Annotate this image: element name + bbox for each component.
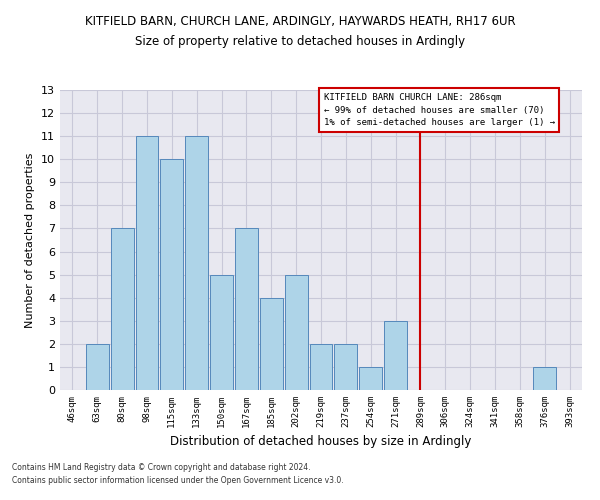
Text: KITFIELD BARN, CHURCH LANE, ARDINGLY, HAYWARDS HEATH, RH17 6UR: KITFIELD BARN, CHURCH LANE, ARDINGLY, HA… bbox=[85, 15, 515, 28]
Text: KITFIELD BARN CHURCH LANE: 286sqm
← 99% of detached houses are smaller (70)
1% o: KITFIELD BARN CHURCH LANE: 286sqm ← 99% … bbox=[323, 93, 555, 127]
Bar bbox=[310, 344, 332, 390]
Bar bbox=[260, 298, 283, 390]
Text: Size of property relative to detached houses in Ardingly: Size of property relative to detached ho… bbox=[135, 35, 465, 48]
Bar bbox=[235, 228, 258, 390]
Bar bbox=[359, 367, 382, 390]
X-axis label: Distribution of detached houses by size in Ardingly: Distribution of detached houses by size … bbox=[170, 436, 472, 448]
Bar bbox=[111, 228, 134, 390]
Bar bbox=[533, 367, 556, 390]
Bar bbox=[185, 136, 208, 390]
Y-axis label: Number of detached properties: Number of detached properties bbox=[25, 152, 35, 328]
Text: Contains public sector information licensed under the Open Government Licence v3: Contains public sector information licen… bbox=[12, 476, 344, 485]
Bar bbox=[136, 136, 158, 390]
Bar bbox=[86, 344, 109, 390]
Bar bbox=[285, 274, 308, 390]
Bar bbox=[210, 274, 233, 390]
Text: Contains HM Land Registry data © Crown copyright and database right 2024.: Contains HM Land Registry data © Crown c… bbox=[12, 464, 311, 472]
Bar bbox=[160, 159, 183, 390]
Bar bbox=[384, 321, 407, 390]
Bar bbox=[334, 344, 357, 390]
